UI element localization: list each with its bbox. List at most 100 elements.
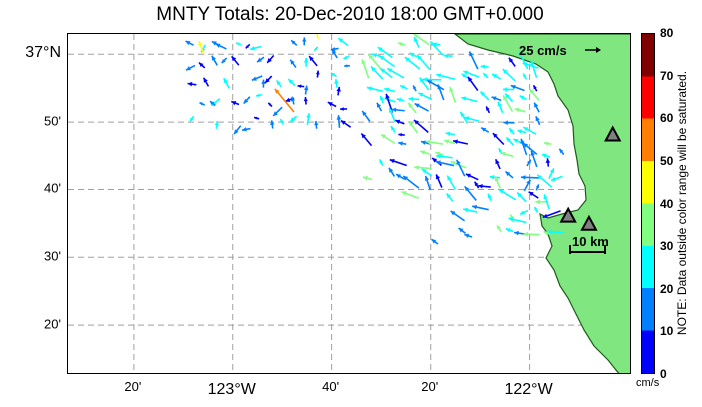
current-vector bbox=[452, 139, 469, 145]
map-frame[interactable] bbox=[67, 33, 631, 374]
current-vector bbox=[366, 86, 384, 93]
current-vector bbox=[436, 154, 453, 159]
current-vector bbox=[270, 120, 275, 129]
current-vector bbox=[394, 119, 405, 125]
current-vector bbox=[504, 170, 514, 179]
current-vector bbox=[480, 64, 489, 69]
map-title: MNTY Totals: 20-Dec-2010 18:00 GMT+0.000 bbox=[156, 4, 544, 25]
current-vector bbox=[547, 229, 563, 235]
current-vector bbox=[523, 179, 532, 192]
current-vector bbox=[498, 188, 517, 201]
current-vector bbox=[464, 116, 480, 122]
current-vector bbox=[253, 116, 260, 120]
current-vector bbox=[302, 37, 307, 46]
current-vector bbox=[526, 159, 532, 167]
scale-bar-label: 10 km bbox=[572, 234, 609, 249]
current-vector bbox=[267, 102, 273, 108]
current-vector bbox=[479, 90, 490, 101]
current-vector bbox=[187, 81, 197, 87]
colorbar-tick: 70 bbox=[660, 68, 674, 83]
current-vector bbox=[230, 100, 240, 106]
current-vector bbox=[313, 46, 319, 52]
colorbar-tick: 40 bbox=[660, 196, 674, 211]
current-vector bbox=[426, 79, 445, 91]
current-vector bbox=[408, 120, 419, 134]
current-vector bbox=[214, 120, 219, 129]
current-vector bbox=[409, 52, 418, 58]
current-vector bbox=[464, 233, 473, 238]
latitude-label: 40' bbox=[44, 180, 61, 196]
current-vector bbox=[362, 176, 373, 181]
current-vector bbox=[336, 86, 341, 96]
graticule bbox=[68, 34, 630, 373]
current-vector bbox=[514, 107, 526, 113]
colorbar-tick: 0 bbox=[660, 367, 667, 381]
current-vector bbox=[522, 73, 528, 80]
current-vector bbox=[458, 227, 466, 234]
current-vector bbox=[443, 53, 453, 59]
current-vector bbox=[287, 78, 296, 87]
current-vector bbox=[360, 132, 373, 147]
current-vector bbox=[523, 231, 540, 237]
current-vector bbox=[505, 227, 514, 233]
current-vector bbox=[389, 158, 408, 167]
current-vector bbox=[378, 54, 395, 68]
current-vector bbox=[542, 210, 561, 219]
current-vector bbox=[419, 150, 430, 155]
current-vector bbox=[450, 210, 465, 222]
current-vector bbox=[487, 193, 492, 201]
current-vector bbox=[456, 159, 466, 177]
current-vector bbox=[543, 231, 551, 236]
station-marker bbox=[580, 214, 598, 231]
longitude-label: 122°W bbox=[504, 381, 553, 398]
current-vector bbox=[480, 127, 490, 133]
reference-vector bbox=[585, 47, 601, 53]
current-vector bbox=[416, 54, 431, 71]
current-vector bbox=[331, 49, 338, 59]
current-vector bbox=[420, 140, 431, 145]
current-vector bbox=[290, 96, 296, 105]
current-vector bbox=[251, 75, 263, 82]
current-vector bbox=[536, 174, 553, 188]
current-vector bbox=[414, 102, 429, 112]
current-vector bbox=[508, 57, 516, 67]
current-vector bbox=[413, 36, 420, 49]
current-vector bbox=[485, 106, 491, 114]
current-vector bbox=[221, 57, 228, 64]
current-vector bbox=[316, 34, 319, 40]
current-vector bbox=[491, 73, 501, 80]
current-vector bbox=[376, 102, 383, 112]
current-vector bbox=[390, 125, 396, 133]
current-vector bbox=[419, 77, 430, 91]
current-vector bbox=[459, 111, 469, 124]
current-vector bbox=[255, 93, 263, 98]
current-vector bbox=[198, 40, 205, 55]
saturation-note: NOTE: Data outside color range will be s… bbox=[675, 70, 689, 336]
current-vector bbox=[404, 56, 421, 70]
longitude-label: 40' bbox=[322, 379, 340, 394]
current-vector bbox=[199, 101, 206, 106]
current-vector bbox=[384, 87, 396, 93]
current-vector bbox=[399, 84, 408, 90]
current-vector bbox=[550, 175, 563, 182]
current-vector bbox=[472, 204, 489, 211]
current-vector bbox=[272, 106, 283, 117]
current-vector bbox=[502, 87, 514, 92]
current-vector bbox=[412, 85, 417, 92]
current-vector bbox=[504, 93, 514, 103]
current-vector bbox=[398, 133, 405, 137]
current-vector bbox=[337, 37, 349, 47]
current-vector bbox=[494, 158, 501, 170]
longitude-label: 20' bbox=[124, 379, 142, 394]
current-vector bbox=[275, 79, 282, 88]
current-vector bbox=[297, 84, 305, 89]
colorbar-tick: 30 bbox=[660, 239, 674, 254]
current-vector bbox=[530, 150, 538, 168]
current-vector bbox=[535, 184, 540, 191]
current-vector bbox=[396, 97, 405, 102]
current-vector bbox=[463, 70, 480, 78]
current-vector bbox=[502, 95, 514, 113]
current-vector bbox=[497, 101, 504, 114]
current-vector bbox=[413, 34, 430, 46]
current-map[interactable] bbox=[68, 34, 631, 374]
